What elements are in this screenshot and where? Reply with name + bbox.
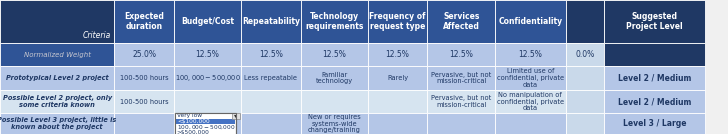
Bar xyxy=(604,90,705,113)
Text: 12.5%: 12.5% xyxy=(259,50,282,59)
Bar xyxy=(241,0,301,43)
Text: >$500,000: >$500,000 xyxy=(177,130,210,134)
Text: 12.5%: 12.5% xyxy=(518,50,542,59)
Bar xyxy=(566,0,604,43)
Text: Level 2 / Medium: Level 2 / Medium xyxy=(618,74,691,83)
Text: Possible Level 3 project, little is
known about the project: Possible Level 3 project, little is know… xyxy=(0,117,116,130)
Bar xyxy=(368,113,427,134)
Text: 12.5%: 12.5% xyxy=(386,50,409,59)
Text: $100,000-$500,000: $100,000-$500,000 xyxy=(175,73,240,83)
Bar xyxy=(114,0,174,43)
Bar xyxy=(175,130,235,134)
Text: Suggested
Project Level: Suggested Project Level xyxy=(626,12,683,31)
Text: $100,000-$500,000: $100,000-$500,000 xyxy=(177,123,235,131)
Bar xyxy=(368,43,427,66)
Text: Services
Affected: Services Affected xyxy=(443,12,480,31)
Bar xyxy=(566,113,604,134)
Bar xyxy=(566,43,604,66)
Bar xyxy=(175,113,236,134)
Text: Familiar
technology: Familiar technology xyxy=(316,72,352,84)
Bar xyxy=(495,43,566,66)
Text: No manipulation of
confidential, private
data: No manipulation of confidential, private… xyxy=(496,92,564,111)
Bar xyxy=(241,43,301,66)
Text: Limited use of
confidential, private
data: Limited use of confidential, private dat… xyxy=(496,68,564,88)
Bar xyxy=(0,90,114,113)
Bar xyxy=(495,0,566,43)
Bar xyxy=(114,43,174,66)
Text: Prototypical Level 2 project: Prototypical Level 2 project xyxy=(6,75,108,81)
Text: Budget/Cost: Budget/Cost xyxy=(181,17,234,26)
Text: Expected
duration: Expected duration xyxy=(124,12,164,31)
Bar xyxy=(604,113,705,134)
Bar xyxy=(301,90,368,113)
Bar xyxy=(175,119,235,124)
Text: <$100,000: <$100,000 xyxy=(177,119,210,124)
Text: Pervasive, but not
mission-critical: Pervasive, but not mission-critical xyxy=(431,95,491,108)
Bar xyxy=(174,113,241,134)
Bar xyxy=(0,66,114,90)
Bar xyxy=(175,113,236,134)
Text: 25.0%: 25.0% xyxy=(132,50,156,59)
Bar xyxy=(495,66,566,90)
Bar xyxy=(427,90,495,113)
Bar xyxy=(368,66,427,90)
Text: 12.5%: 12.5% xyxy=(323,50,346,59)
Bar xyxy=(232,113,240,119)
Bar xyxy=(241,113,301,134)
Bar xyxy=(241,66,301,90)
Text: Level 2 / Medium: Level 2 / Medium xyxy=(618,97,691,106)
Bar xyxy=(604,43,705,66)
Text: 12.5%: 12.5% xyxy=(196,50,219,59)
Text: Level 3 / Large: Level 3 / Large xyxy=(622,119,687,128)
Bar xyxy=(174,0,241,43)
Bar xyxy=(368,90,427,113)
Bar xyxy=(114,66,174,90)
Text: 100-500 hours: 100-500 hours xyxy=(120,75,168,81)
Bar xyxy=(301,0,368,43)
Text: Pervasive, but not
mission-critical: Pervasive, but not mission-critical xyxy=(431,72,491,84)
Bar xyxy=(604,66,705,90)
Text: ▾: ▾ xyxy=(234,113,237,118)
Text: Confidentiality: Confidentiality xyxy=(498,17,563,26)
Bar xyxy=(495,113,566,134)
Bar xyxy=(368,0,427,43)
Bar xyxy=(427,43,495,66)
Bar xyxy=(604,0,705,43)
Bar xyxy=(175,124,235,130)
Text: 100-500 hours: 100-500 hours xyxy=(120,98,168,105)
Bar xyxy=(301,43,368,66)
Text: Normalized Weight: Normalized Weight xyxy=(23,52,91,58)
Text: 0.0%: 0.0% xyxy=(575,50,595,59)
Bar xyxy=(114,90,174,113)
Text: New or requires
systems-wide
change/training: New or requires systems-wide change/trai… xyxy=(308,114,360,133)
Bar xyxy=(0,43,114,66)
Bar xyxy=(0,0,114,43)
Bar xyxy=(114,113,174,134)
Bar xyxy=(427,66,495,90)
Bar xyxy=(174,43,241,66)
Text: Very low: Very low xyxy=(177,113,202,118)
Bar xyxy=(566,90,604,113)
Bar xyxy=(495,90,566,113)
Text: Repeatability: Repeatability xyxy=(242,17,300,26)
Bar xyxy=(175,113,235,119)
Bar xyxy=(0,113,114,134)
Text: 12.5%: 12.5% xyxy=(449,50,473,59)
Text: Technology
requirements: Technology requirements xyxy=(305,12,363,31)
Bar xyxy=(427,0,495,43)
Bar xyxy=(566,66,604,90)
Bar xyxy=(241,90,301,113)
Text: Frequency of
request type: Frequency of request type xyxy=(369,12,426,31)
Bar xyxy=(174,90,241,113)
Text: Criteria: Criteria xyxy=(82,31,111,40)
Text: Less repeatable: Less repeatable xyxy=(245,75,297,81)
Bar xyxy=(174,66,241,90)
Bar xyxy=(301,113,368,134)
Bar xyxy=(427,113,495,134)
Text: Possible Level 2 project, only
some criteria known: Possible Level 2 project, only some crit… xyxy=(2,95,112,108)
Text: Rarely: Rarely xyxy=(387,75,408,81)
Bar xyxy=(301,66,368,90)
